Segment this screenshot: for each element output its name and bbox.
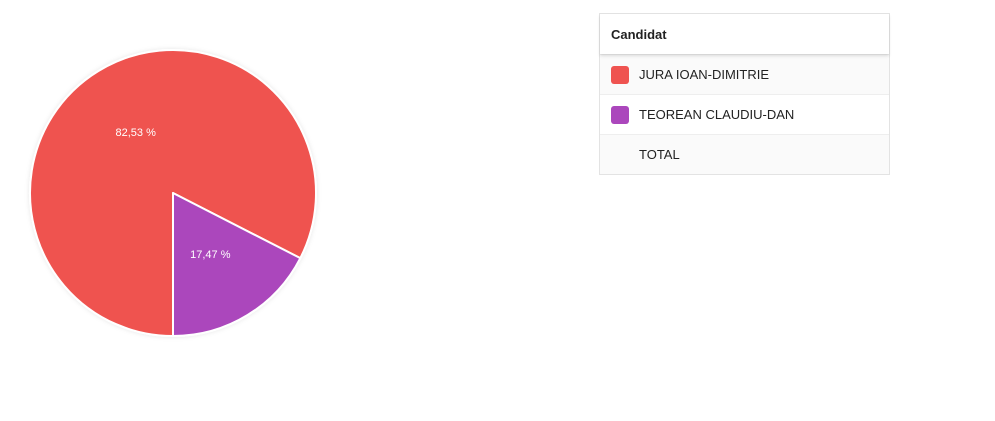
pie-label-teorean: 17,47 %	[190, 249, 231, 261]
legend-label-total: TOTAL	[639, 147, 680, 162]
legend-row-jura[interactable]: JURA IOAN-DIMITRIE	[600, 54, 889, 94]
legend-header-label: Candidat	[611, 26, 667, 42]
pie-chart: 82,53 % 17,47 %	[0, 0, 360, 380]
pie-chart-svg: 82,53 % 17,47 %	[29, 49, 317, 337]
pie-label-jura: 82,53 %	[116, 127, 157, 139]
legend-header: Candidat	[600, 14, 889, 54]
legend-label-teorean: TEOREAN CLAUDIU-DAN	[639, 107, 795, 122]
pie-slice-teorean[interactable]	[172, 192, 302, 337]
legend-swatch-total	[611, 146, 629, 164]
legend-row-teorean[interactable]: TEOREAN CLAUDIU-DAN	[600, 94, 889, 134]
pie-slice-jura[interactable]	[29, 49, 317, 337]
legend-label-jura: JURA IOAN-DIMITRIE	[639, 67, 770, 82]
legend-row-total: TOTAL	[600, 134, 889, 174]
legend-swatch-teorean	[611, 105, 629, 124]
legend-swatch-jura	[611, 65, 629, 84]
legend-table: Candidat JURA IOAN-DIMITRIE TEOREAN CLAU…	[599, 13, 890, 175]
